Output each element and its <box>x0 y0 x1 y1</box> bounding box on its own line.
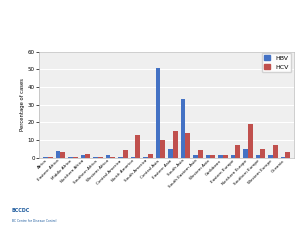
Bar <box>210 155 215 157</box>
Text: Hepatitis B & C by region of origin:: Hepatitis B & C by region of origin: <box>56 11 244 20</box>
Text: Reporting Data from BC: Reporting Data from BC <box>86 34 214 43</box>
Bar <box>248 124 253 158</box>
Bar <box>181 99 185 158</box>
Bar <box>168 149 173 157</box>
Bar <box>123 150 128 157</box>
Bar <box>160 140 165 157</box>
Bar <box>143 157 148 158</box>
Bar <box>148 154 152 157</box>
Bar <box>218 155 223 157</box>
Bar <box>98 157 103 158</box>
Bar <box>110 157 115 158</box>
Bar <box>43 157 48 158</box>
Bar <box>135 135 140 157</box>
Bar <box>93 157 98 158</box>
Bar <box>185 133 190 158</box>
Bar <box>256 155 260 157</box>
Bar <box>206 155 210 157</box>
Bar <box>235 145 240 158</box>
Bar <box>193 155 198 157</box>
Bar <box>118 157 123 158</box>
Bar <box>130 157 135 158</box>
Legend: HBV, HCV: HBV, HCV <box>262 53 291 72</box>
Bar <box>280 157 285 158</box>
Text: BC Centre for Disease Control: BC Centre for Disease Control <box>12 219 56 223</box>
Bar <box>243 149 248 157</box>
Bar <box>273 145 278 158</box>
Bar <box>268 155 273 157</box>
Bar <box>60 152 65 158</box>
Bar <box>198 151 203 158</box>
Bar <box>48 157 52 158</box>
Y-axis label: Percentage of cases: Percentage of cases <box>20 78 25 131</box>
Bar <box>173 131 178 158</box>
Bar <box>85 154 90 157</box>
Bar <box>68 157 73 158</box>
Bar <box>230 155 235 157</box>
Bar <box>155 68 160 158</box>
Bar <box>260 149 265 157</box>
Bar <box>73 157 77 158</box>
Bar <box>106 155 110 157</box>
Text: BCCDC: BCCDC <box>12 208 30 213</box>
Bar <box>56 151 60 158</box>
Bar <box>80 155 85 157</box>
Bar <box>223 155 227 157</box>
Bar <box>285 152 290 158</box>
